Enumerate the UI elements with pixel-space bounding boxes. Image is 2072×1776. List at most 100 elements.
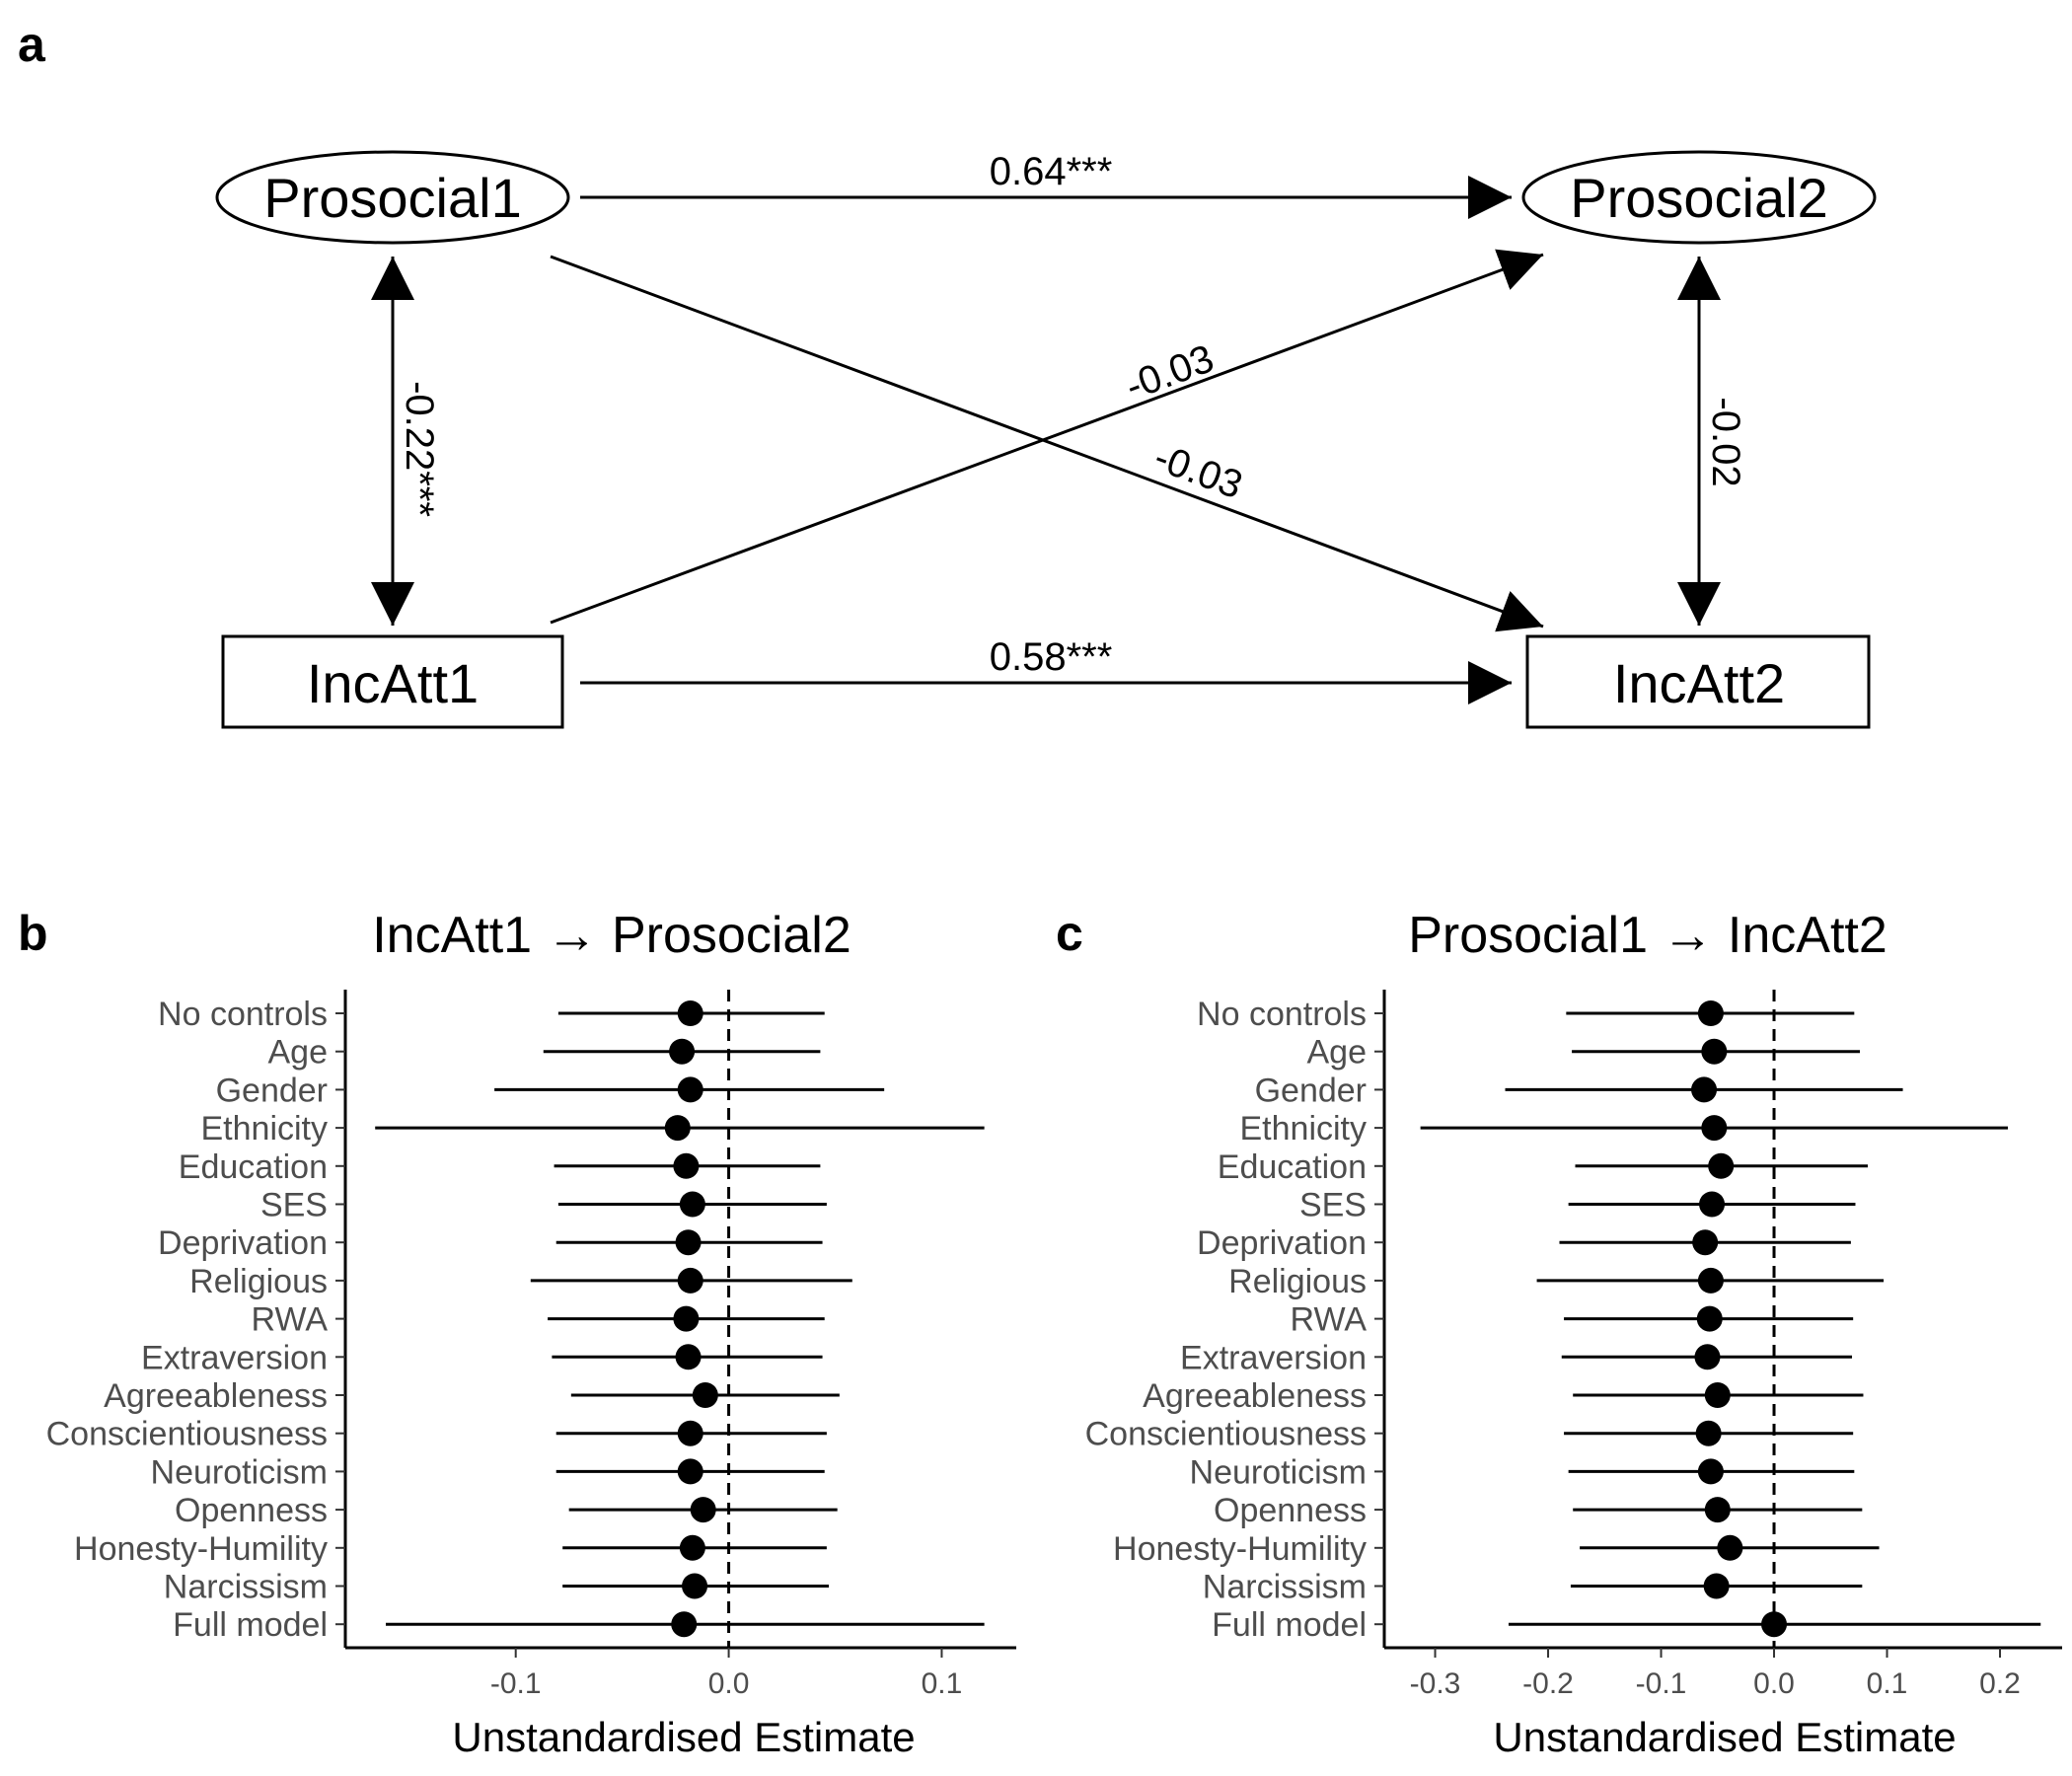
chart-b-row-label: RWA <box>252 1301 329 1339</box>
panel-letter-b: b <box>18 906 48 961</box>
chart-title-b: IncAtt1 → Prosocial2 <box>372 907 851 964</box>
chart-b-row-label: Neuroticism <box>151 1453 328 1491</box>
chart-b-estimate-point <box>679 1191 705 1218</box>
chart-b-x-tick-label: 0.0 <box>708 1667 750 1700</box>
chart-c-row-label: Conscientiousness <box>1085 1416 1367 1453</box>
chart-c-row-label: Age <box>1307 1034 1368 1072</box>
chart-b-row-label: Religious <box>189 1263 328 1300</box>
chart-b-estimate-point <box>673 1152 700 1179</box>
chart-b-row-label: Honesty-Humility <box>74 1530 328 1568</box>
chart-b-row-label: Extraversion <box>141 1339 328 1376</box>
panel-letter-c: c <box>1056 906 1083 961</box>
path-label-inc1-pro2: -0.03 <box>1120 336 1220 408</box>
arrow-prosocial1-incatt2 <box>550 255 1544 632</box>
chart-b-row-label: Education <box>179 1148 328 1186</box>
chart-c-estimate-point <box>1703 1573 1730 1599</box>
chart-c-x-tick-label: -0.3 <box>1410 1667 1461 1700</box>
chart-c-estimate-point <box>1696 1305 1723 1332</box>
node-prosocial2 <box>1521 150 1877 245</box>
node-incatt1-label: IncAtt1 <box>307 652 479 714</box>
chart-b-row-label: Gender <box>216 1072 328 1109</box>
chart-b-x-tick-label: 0.1 <box>922 1667 963 1700</box>
chart-b-row-label: Agreeableness <box>104 1377 328 1415</box>
panel-letter-a: a <box>18 17 46 72</box>
chart-c-estimate-point <box>1708 1152 1735 1179</box>
node-prosocial1-label: Prosocial1 <box>263 167 521 229</box>
chart-c-estimate-point <box>1701 1115 1728 1142</box>
chart-b-row-label: Openness <box>175 1492 328 1529</box>
chart-b-estimate-point <box>675 1229 702 1256</box>
chart-b-x-tick-label: -0.1 <box>490 1667 542 1700</box>
chart-b-estimate-point <box>682 1573 708 1599</box>
path-label-inc1-inc2: 0.58*** <box>990 635 1113 679</box>
chart-c-estimate-point <box>1694 1344 1721 1370</box>
node-incatt1 <box>221 634 564 729</box>
chart-c-row-label: Extraversion <box>1180 1339 1367 1376</box>
chart-b-estimate-point <box>675 1344 702 1370</box>
path-label-pro1-pro2: 0.64*** <box>990 150 1113 193</box>
chart-b-estimate-point <box>669 1038 696 1065</box>
chart-b-estimate-point <box>677 1076 703 1103</box>
chart-b-estimate-point <box>679 1534 705 1561</box>
chart-b-estimate-point <box>677 1458 703 1485</box>
chart-c-estimate-point <box>1697 1267 1724 1294</box>
chart-c-estimate-point <box>1717 1534 1743 1561</box>
path-label-pro1-inc1: -0.22*** <box>398 381 441 517</box>
chart-b-estimate-point <box>692 1382 718 1408</box>
chart-c-x-tick-label: -0.1 <box>1636 1667 1687 1700</box>
chart-c-row-label: Neuroticism <box>1190 1453 1367 1491</box>
forest-plot-b: IncAtt1 → Prosocial2 Unstandardised Esti… <box>46 907 1016 1760</box>
chart-c-row-label: Deprivation <box>1197 1224 1367 1262</box>
chart-b-estimate-point <box>677 1420 703 1446</box>
chart-c-row-label: Openness <box>1214 1492 1367 1529</box>
arrow-incatt1-prosocial2 <box>550 249 1544 625</box>
chart-c-row-label: Religious <box>1228 1263 1367 1300</box>
x-axis-title-c: Unstandardised Estimate <box>1493 1714 1956 1760</box>
chart-c-estimate-point <box>1761 1611 1788 1638</box>
chart-b-estimate-point <box>690 1497 716 1523</box>
chart-b-row-label: SES <box>260 1187 328 1224</box>
chart-b-row-label: Ethnicity <box>201 1110 329 1147</box>
chart-c-row-label: RWA <box>1291 1301 1368 1339</box>
chart-c-x-tick-label: 0.2 <box>1979 1667 2021 1700</box>
chart-c-row-label: Ethnicity <box>1240 1110 1368 1147</box>
chart-c-estimate-point <box>1704 1382 1731 1408</box>
chart-b-estimate-point <box>671 1611 698 1638</box>
chart-c-estimate-point <box>1697 1000 1724 1026</box>
path-label-pro2-inc2: -0.02 <box>1704 397 1747 486</box>
chart-c-row-label: Full model <box>1212 1606 1367 1644</box>
chart-b-estimate-point <box>673 1305 700 1332</box>
chart-b-estimate-point <box>664 1115 691 1142</box>
chart-c-estimate-point <box>1692 1229 1719 1256</box>
chart-c-estimate-point <box>1695 1420 1722 1446</box>
chart-b-row-label: Conscientiousness <box>46 1416 328 1453</box>
chart-b-row-label: No controls <box>158 996 328 1033</box>
chart-b-estimate-point <box>677 1267 703 1294</box>
chart-b-estimate-point <box>677 1000 703 1026</box>
forest-plot-c: Prosocial1 → IncAtt2 Unstandardised Esti… <box>1085 907 2062 1760</box>
chart-c-estimate-point <box>1699 1191 1726 1218</box>
chart-b-row-label: Full model <box>173 1606 328 1644</box>
chart-b-row-label: Age <box>268 1034 329 1072</box>
chart-b-row-label: Narcissism <box>164 1569 328 1606</box>
chart-c-row-label: Honesty-Humility <box>1113 1530 1367 1568</box>
chart-c-estimate-point <box>1691 1076 1718 1103</box>
x-axis-title-b: Unstandardised Estimate <box>452 1714 915 1760</box>
node-prosocial2-label: Prosocial2 <box>1570 167 1827 229</box>
chart-c-estimate-point <box>1697 1458 1724 1485</box>
node-incatt2-label: IncAtt2 <box>1613 652 1785 714</box>
chart-c-estimate-point <box>1704 1497 1731 1523</box>
chart-c-x-tick-label: 0.0 <box>1753 1667 1795 1700</box>
node-prosocial1 <box>215 150 570 245</box>
chart-c-row-label: Narcissism <box>1203 1569 1367 1606</box>
chart-b-row-label: Deprivation <box>158 1224 328 1262</box>
chart-c-x-tick-label: -0.2 <box>1522 1667 1574 1700</box>
chart-c-estimate-point <box>1701 1038 1728 1065</box>
path-diagram: Prosocial1 Prosocial2 IncAtt1 IncAtt2 0.… <box>215 150 1877 729</box>
chart-c-row-label: Education <box>1218 1148 1367 1186</box>
chart-c-row-label: No controls <box>1197 996 1367 1033</box>
chart-c-row-label: SES <box>1299 1187 1367 1224</box>
node-incatt2 <box>1525 634 1871 729</box>
chart-c-x-tick-label: 0.1 <box>1867 1667 1908 1700</box>
chart-title-c: Prosocial1 → IncAtt2 <box>1408 907 1887 964</box>
